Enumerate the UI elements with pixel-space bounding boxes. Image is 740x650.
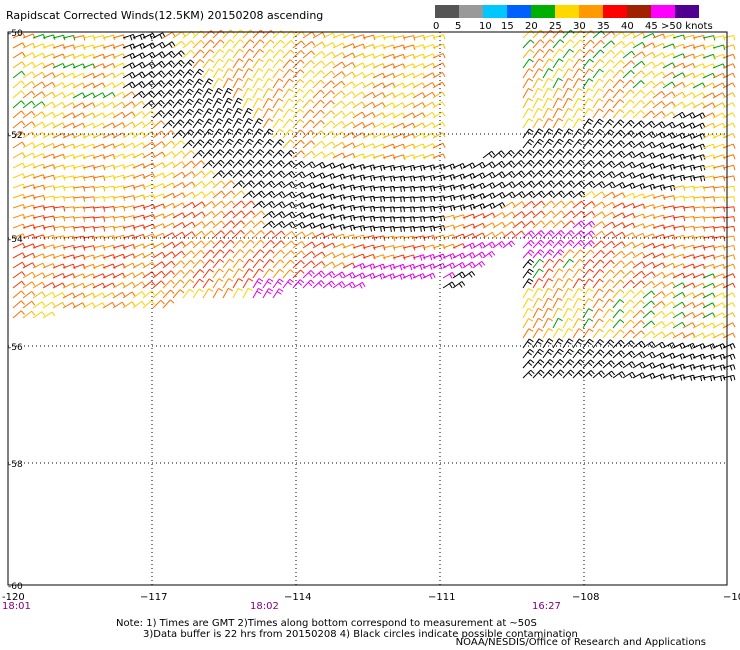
wind-barbs [12, 29, 736, 382]
map-title: Rapidscat Corrected Winds(12.5KM) 201502… [6, 9, 324, 22]
scale-swatch-0 [435, 5, 459, 18]
scale-label-7: 35 [597, 21, 610, 32]
scale-label-9: 45 [645, 21, 658, 32]
scale-swatch-4 [531, 5, 555, 18]
lat-label: -50 [8, 29, 23, 39]
scale-swatch-7 [603, 5, 627, 18]
lon-label: −108 [572, 592, 599, 603]
scale-label-1: 5 [455, 21, 462, 32]
lon-label: −117 [140, 592, 167, 603]
lat-label: -58 [8, 460, 23, 470]
scale-label-0: 0 [433, 21, 440, 32]
scale-swatch-6 [579, 5, 603, 18]
scale-swatch-10 [675, 5, 699, 18]
lon-label: −10 [723, 592, 740, 603]
lat-label: -52 [8, 131, 23, 141]
scale-swatch-5 [555, 5, 579, 18]
scale-swatch-9 [651, 5, 675, 18]
lat-label: -56 [8, 343, 23, 353]
scale-swatch-1 [459, 5, 483, 18]
note-line-2: 3)Data buffer is 22 hrs from 20150208 4)… [143, 629, 578, 640]
scale-swatch-2 [483, 5, 507, 18]
scale-swatch-8 [627, 5, 651, 18]
scale-label-6: 30 [573, 21, 586, 32]
credit-text: NOAA/NESDIS/Office of Research and Appli… [455, 637, 706, 648]
lon-label: −114 [284, 592, 311, 603]
scale-label-3: 15 [501, 21, 514, 32]
scale-label-8: 40 [621, 21, 634, 32]
wind-speed-color-scale: 0 5 10 15 20 25 30 35 40 45 >50 knots [433, 5, 735, 35]
note-line-1: Note: 1) Times are GMT 2)Times along bot… [116, 618, 537, 629]
lat-label: -54 [8, 235, 23, 245]
scale-label-5: 25 [549, 21, 562, 32]
lon-label: −111 [428, 592, 455, 603]
map-grid [7, 31, 728, 586]
scale-label-2: 10 [479, 21, 492, 32]
time-label-right: 16:27 [532, 601, 561, 612]
time-label-mid: 18:02 [250, 601, 279, 612]
time-label-left: 18:01 [2, 601, 31, 612]
scale-swatch-3 [507, 5, 531, 18]
lon-label: -120 [2, 592, 25, 603]
scale-label-4: 20 [525, 21, 538, 32]
scale-label-10: >50 knots [661, 21, 713, 32]
lat-label: -60 [8, 582, 23, 592]
